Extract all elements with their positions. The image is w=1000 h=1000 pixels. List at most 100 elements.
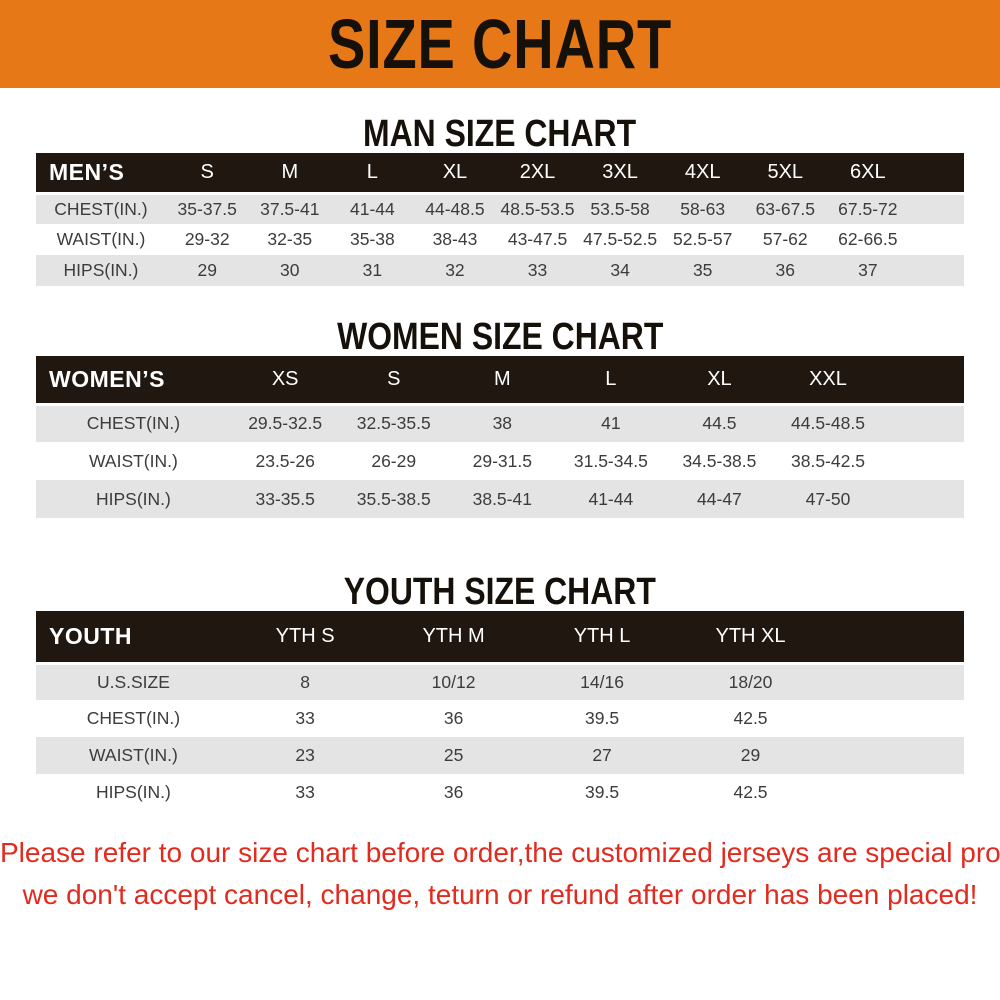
size-column-header: L (605, 367, 617, 390)
women-header-row: WOMEN’S XS S M L XL XXL (36, 356, 964, 404)
size-value-cell: 23.5-26 (255, 450, 315, 471)
filler-cell (909, 224, 964, 255)
filler-cell (909, 193, 964, 224)
size-value-cell: 25 (443, 745, 464, 765)
table-row: HIPS(IN.) 33 36 39.5 42.5 (36, 774, 964, 811)
size-value-cell: 38.5-42.5 (791, 450, 865, 471)
size-value-cell: 37.5-41 (260, 198, 320, 219)
table-row: U.S.SIZE 8 10/12 14/16 18/20 (36, 663, 964, 700)
table-title-cell: YOUTH (49, 622, 132, 649)
size-value-cell: 57-62 (762, 229, 808, 249)
size-column-header: YTH L (573, 624, 631, 647)
men-size-table: MEN’S S M L XL 2XL 3XL 4XL 5XL 6XL CHEST(IN.) 35-3… (36, 153, 964, 286)
filler-cell (882, 356, 964, 404)
size-value-cell: 44.5-48.5 (791, 413, 865, 434)
size-column-header: XL (442, 160, 468, 183)
size-column-header: S (387, 367, 401, 390)
size-value-cell: 33 (527, 260, 548, 280)
size-value-cell: 29 (197, 260, 217, 280)
size-column-header: L (366, 160, 378, 183)
size-value-cell: 39.5 (585, 708, 620, 728)
size-value-cell: 44.5 (702, 413, 737, 434)
size-column-header: YTH M (422, 624, 485, 647)
table-row: WAIST(IN.) 23.5-26 26-29 29-31.5 31.5-34.5 34… (36, 442, 964, 480)
table-row: CHEST(IN.) 35-37.5 37.5-41 41-44 44-48.5 48.5… (36, 193, 964, 224)
filler-cell (825, 737, 964, 774)
table-row: WAIST(IN.) 29-32 32-35 35-38 38-43 43-47.5 47.… (36, 224, 964, 255)
size-column-header: YTH XL (715, 624, 786, 647)
size-value-cell: 42.5 (733, 782, 768, 802)
filler-cell (882, 404, 964, 442)
size-value-cell: 35.5-38.5 (356, 488, 431, 509)
size-value-cell: 43-47.5 (507, 229, 568, 249)
size-column-header: M (493, 367, 511, 390)
page-title: SIZE CHART (328, 5, 672, 83)
size-value-cell: 33-35.5 (255, 488, 315, 509)
row-label-cell: WAIST(IN.) (89, 450, 178, 471)
size-value-cell: 29-32 (184, 229, 230, 249)
size-value-cell: 29 (740, 745, 761, 765)
filler-cell (882, 442, 964, 480)
size-value-cell: 33 (295, 782, 315, 802)
table-row: HIPS(IN.) 33-35.5 35.5-38.5 38.5-41 41-44 44-… (36, 480, 964, 518)
size-value-cell: 39.5 (585, 782, 620, 802)
row-label-cell: CHEST(IN.) (54, 198, 148, 219)
size-value-cell: 32 (445, 260, 465, 280)
size-value-cell: 53.5-58 (590, 198, 650, 219)
table-row: CHEST(IN.) 29.5-32.5 32.5-35.5 38 41 44.5 44.5… (36, 404, 964, 442)
row-label-cell: U.S.SIZE (96, 671, 170, 692)
filler-cell (909, 153, 964, 193)
size-value-cell: 32-35 (267, 229, 313, 249)
size-value-cell: 31.5-34.5 (573, 450, 648, 471)
disclaimer-line-1: Please refer to our size chart before or… (0, 837, 1000, 868)
size-value-cell: 36 (775, 260, 795, 280)
size-value-cell: 29.5-32.5 (248, 413, 323, 434)
size-column-header: 6XL (850, 160, 886, 183)
size-value-cell: 58-63 (680, 198, 726, 219)
size-value-cell: 35-37.5 (177, 198, 237, 219)
disclaimer-note: Please refer to our size chart before or… (0, 832, 1000, 916)
size-column-header: 4XL (684, 160, 721, 183)
size-value-cell: 37 (858, 260, 878, 280)
size-value-cell: 34.5-38.5 (682, 450, 757, 471)
size-value-cell: 14/16 (580, 671, 624, 692)
size-value-cell: 33 (295, 708, 315, 728)
men-header-row: MEN’S S M L XL 2XL 3XL 4XL 5XL 6XL (36, 153, 964, 193)
size-value-cell: 44-47 (697, 488, 742, 509)
size-value-cell: 35-38 (349, 229, 395, 249)
size-column-header: XS (271, 367, 299, 390)
size-value-cell: 23 (295, 745, 315, 765)
size-value-cell: 35 (692, 260, 713, 280)
size-value-cell: 36 (443, 708, 464, 728)
row-label-cell: HIPS(IN.) (96, 782, 171, 802)
filler-cell (825, 700, 964, 737)
size-value-cell: 34 (610, 260, 630, 280)
size-value-cell: 38.5-41 (472, 488, 532, 509)
size-value-cell: 47-50 (805, 488, 851, 509)
row-label-cell: HIPS(IN.) (63, 260, 139, 280)
row-label-cell: CHEST(IN.) (86, 708, 181, 728)
filler-cell (825, 611, 964, 663)
banner: SIZE CHART (0, 0, 1000, 88)
size-value-cell: 36 (443, 782, 464, 802)
youth-section-heading: YOUTH SIZE CHART (343, 571, 657, 613)
filler-cell (825, 663, 964, 700)
size-value-cell: 44-48.5 (425, 198, 485, 219)
size-value-cell: 32.5-35.5 (356, 413, 431, 434)
size-value-cell: 8 (300, 671, 310, 692)
youth-header-row: YOUTH YTH S YTH M YTH L YTH XL (36, 611, 964, 663)
row-label-cell: WAIST(IN.) (56, 229, 146, 249)
size-value-cell: 52.5-57 (673, 229, 733, 249)
size-value-cell: 31 (362, 260, 383, 280)
size-value-cell: 29-31.5 (472, 450, 532, 471)
size-column-header: 3XL (602, 160, 638, 183)
size-value-cell: 41-44 (588, 488, 634, 509)
table-row: WAIST(IN.) 23 25 27 29 (36, 737, 964, 774)
table-title-cell: WOMEN’S (49, 365, 165, 392)
size-value-cell: 67.5-72 (838, 198, 898, 219)
table-row: CHEST(IN.) 33 36 39.5 42.5 (36, 700, 964, 737)
size-value-cell: 48.5-53.5 (500, 198, 575, 219)
table-title-cell: MEN’S (49, 158, 125, 185)
youth-size-table: YOUTH YTH S YTH M YTH L YTH XL U.S.SIZE 8 10/1… (36, 611, 964, 811)
